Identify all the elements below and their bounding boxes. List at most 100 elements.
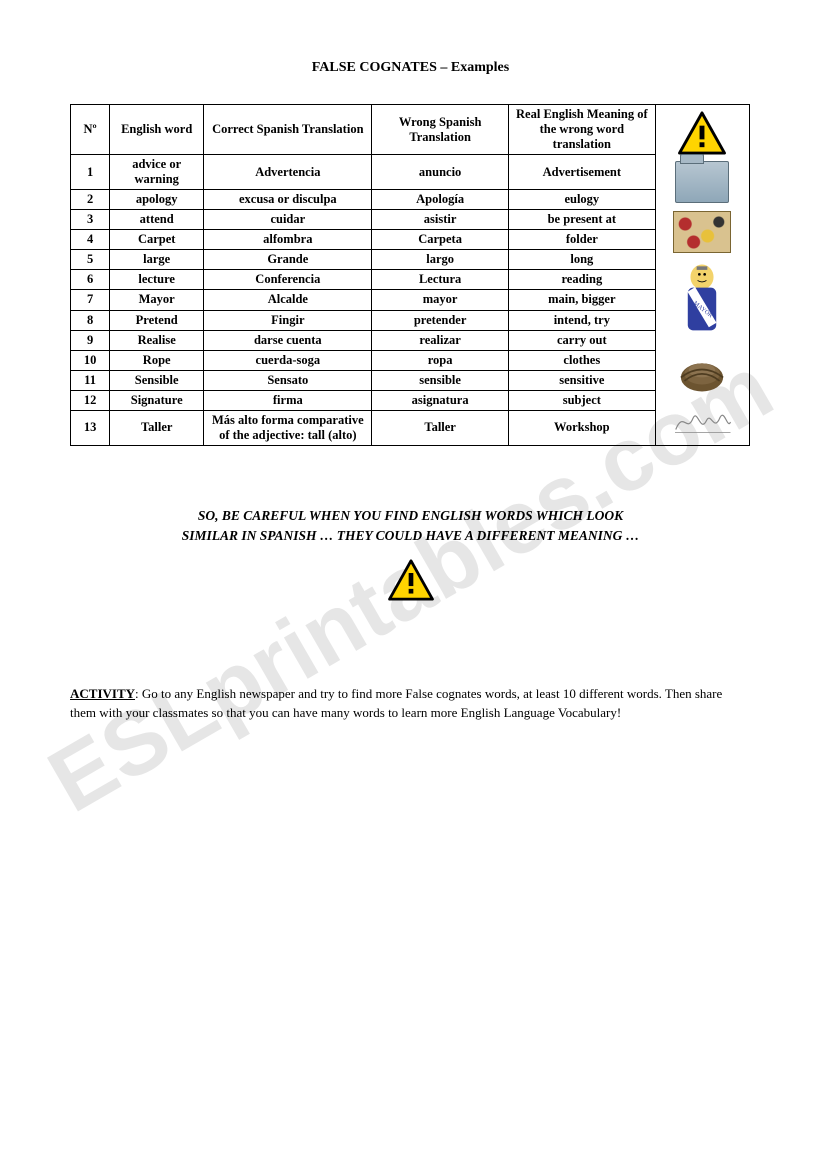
header-english: English word [110,105,204,155]
cell-ws: Apología [372,190,508,210]
cell-num: 1 [71,155,110,190]
cell-rm: main, bigger [508,290,655,310]
table-row: 4CarpetalfombraCarpetafolder [71,230,750,250]
table-row: 8PretendFingirpretenderintend, try [71,310,750,330]
cell-ws: ropa [372,350,508,370]
rope-icon [675,351,729,395]
cell-ws: pretender [372,310,508,330]
cell-en: Realise [110,330,204,350]
cell-rm: intend, try [508,310,655,330]
caution-line-1: SO, BE CAREFUL WHEN YOU FIND ENGLISH WOR… [198,508,623,523]
cell-num: 4 [71,230,110,250]
cell-rm: Advertisement [508,155,655,190]
signature-icon [672,405,732,439]
cell-rm: Workshop [508,410,655,445]
cell-ws: realizar [372,330,508,350]
caution-line-2: SIMILAR IN SPANISH … THEY COULD HAVE A D… [182,528,640,543]
cell-rm: carry out [508,330,655,350]
cell-ws: mayor [372,290,508,310]
table-row: 5largeGrandelargolong [71,250,750,270]
cell-cs: Grande [204,250,372,270]
table-row: 13TallerMás alto forma comparative of th… [71,410,750,445]
center-warning [70,559,751,605]
cell-num: 10 [71,350,110,370]
cell-rm: long [508,250,655,270]
cell-num: 11 [71,370,110,390]
cell-ws: largo [372,250,508,270]
cell-en: advice or warning [110,155,204,190]
table-row: 7MayorAlcaldemayormain, bigger [71,290,750,310]
cell-num: 3 [71,210,110,230]
table-row: 6lectureConferenciaLecturareading [71,270,750,290]
cell-num: 7 [71,290,110,310]
cell-en: lecture [110,270,204,290]
cell-cs: cuidar [204,210,372,230]
header-correct: Correct Spanish Translation [204,105,372,155]
table-row: 1advice or warningAdvertenciaanuncioAdve… [71,155,750,190]
page-title: FALSE COGNATES – Examples [70,60,751,76]
cell-cs: Alcalde [204,290,372,310]
cell-rm: subject [508,390,655,410]
cell-rm: sensitive [508,370,655,390]
caution-text: SO, BE CAREFUL WHEN YOU FIND ENGLISH WOR… [70,506,751,545]
cell-rm: be present at [508,210,655,230]
table-row: 10Ropecuerda-sogaropaclothes [71,350,750,370]
cell-cs: cuerda-soga [204,350,372,370]
table-row: 12Signaturefirmaasignaturasubject [71,390,750,410]
cell-num: 2 [71,190,110,210]
cell-ws: sensible [372,370,508,390]
cell-num: 8 [71,310,110,330]
cell-ws: Lectura [372,270,508,290]
table-header-row: Nº English word Correct Spanish Translat… [71,105,750,155]
cell-cs: alfombra [204,230,372,250]
cognates-table: Nº English word Correct Spanish Translat… [70,104,750,446]
table-row: 9Realisedarse cuentarealizarcarry out [71,330,750,350]
table-row: 11SensibleSensatosensiblesensitive [71,370,750,390]
activity-paragraph: ACTIVITY: Go to any English newspaper an… [70,685,751,723]
cell-cs: darse cuenta [204,330,372,350]
cell-rm: eulogy [508,190,655,210]
cell-ws: Carpeta [372,230,508,250]
header-real: Real English Meaning of the wrong word t… [508,105,655,155]
activity-label: ACTIVITY [70,686,135,701]
cell-num: 5 [71,250,110,270]
cell-cs: Advertencia [204,155,372,190]
cell-cs: firma [204,390,372,410]
header-wrong: Wrong Spanish Translation [372,105,508,155]
cell-rm: reading [508,270,655,290]
cell-en: large [110,250,204,270]
cell-cs: Más alto forma comparative of the adject… [204,410,372,445]
cell-num: 9 [71,330,110,350]
cell-cs: Fingir [204,310,372,330]
cell-cs: Sensato [204,370,372,390]
cell-en: attend [110,210,204,230]
cell-num: 12 [71,390,110,410]
cell-en: Pretend [110,310,204,330]
header-num: Nº [71,105,110,155]
activity-text: : Go to any English newspaper and try to… [70,686,722,720]
cell-ws: anuncio [372,155,508,190]
cell-en: Sensible [110,370,204,390]
cell-ws: asignatura [372,390,508,410]
folder-icon [675,161,729,203]
cell-rm: clothes [508,350,655,370]
warning-icon [677,111,727,155]
cell-en: Rope [110,350,204,370]
cell-en: apology [110,190,204,210]
mayor-icon: MAYOR [675,261,729,341]
table-row: 2apologyexcusa or disculpaApologíaeulogy [71,190,750,210]
cell-rm: folder [508,230,655,250]
cell-num: 6 [71,270,110,290]
cell-en: Taller [110,410,204,445]
cell-en: Signature [110,390,204,410]
cell-num: 13 [71,410,110,445]
table-row: 3attendcuidarasistirbe present at [71,210,750,230]
cell-ws: asistir [372,210,508,230]
cell-ws: Taller [372,410,508,445]
cell-en: Mayor [110,290,204,310]
warning-icon [387,559,435,601]
cell-cs: excusa or disculpa [204,190,372,210]
images-column: MAYOR [655,105,749,446]
cell-en: Carpet [110,230,204,250]
carpet-icon [673,211,731,253]
